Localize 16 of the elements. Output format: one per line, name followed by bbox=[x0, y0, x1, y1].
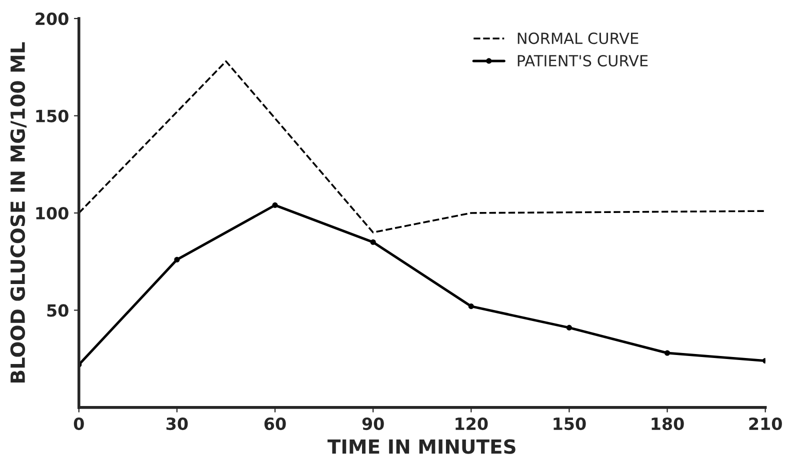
y-tick-label: 200 bbox=[36, 12, 68, 26]
legend-label: NORMAL CURVE bbox=[518, 32, 638, 44]
y-tick-label: 150 bbox=[36, 110, 68, 122]
x-tick-label: 120 bbox=[456, 417, 488, 430]
x-tick-label: 150 bbox=[554, 417, 586, 430]
x-tick-label: 30 bbox=[166, 417, 188, 430]
y-tick-label: 50 bbox=[47, 304, 68, 317]
x-tick-label: 90 bbox=[362, 417, 384, 430]
x-tick-label: 180 bbox=[652, 417, 684, 430]
x-tick-label: 210 bbox=[749, 417, 782, 430]
x-tick-label: 0 bbox=[74, 417, 84, 430]
x-tick-label: 60 bbox=[264, 417, 286, 430]
x-axis-title: TIME IN MINUTES bbox=[328, 439, 516, 454]
y-axis-title: BLOOD GLUCOSE IN MG/100 ML bbox=[10, 42, 27, 382]
y-tick-label: 100 bbox=[36, 206, 68, 220]
legend-label: PATIENT'S CURVE bbox=[518, 54, 648, 67]
